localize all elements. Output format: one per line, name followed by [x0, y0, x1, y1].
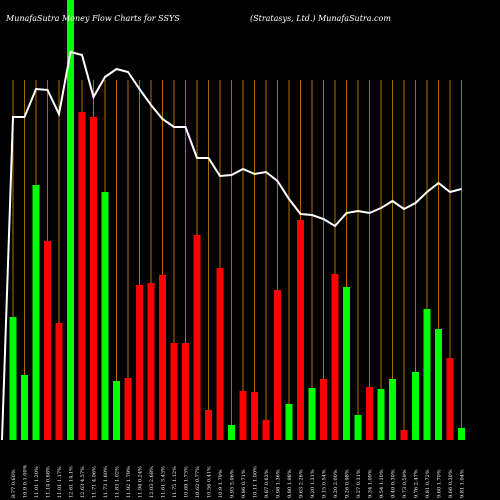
x-tick-label: 10.56 0.41% [207, 466, 213, 498]
x-tick-label: 10.11 1.00% [253, 466, 259, 498]
x-tick-label: 9.98 1.36% [276, 469, 282, 498]
bar [446, 358, 454, 440]
bar [343, 287, 350, 440]
bar [412, 372, 419, 440]
bar [193, 235, 201, 440]
bar [377, 389, 385, 440]
x-tick-label: 11.75 1.12% [172, 466, 178, 498]
x-tick-label: 9.86 0.71% [241, 469, 247, 498]
bar [159, 275, 166, 440]
bar [170, 343, 178, 440]
x-tick-label: 12.03 2.68% [149, 466, 155, 498]
x-tick-label: 9.26 0.98% [345, 469, 351, 498]
bar [366, 387, 373, 440]
x-tick-label: 11.83 1.02% [115, 466, 121, 498]
bar [205, 410, 212, 440]
x-tick-label: 9.27 0.31% [356, 469, 362, 498]
x-tick-label: 9.81 1.04% [460, 469, 466, 498]
bar [239, 391, 247, 440]
bars [9, 0, 465, 440]
x-tick-label: 11.14 0.68% [46, 466, 52, 498]
x-tick-label: 10.9 1.79% [218, 469, 224, 498]
x-tick-label: 11.71 4.06% [92, 466, 98, 498]
x-tick-label: 9.20 1.31% [310, 469, 316, 498]
x-tick-label: 9.81 0.72% [425, 469, 431, 498]
x-tick-label: 9.80 1.98% [287, 469, 293, 498]
bar [262, 420, 270, 440]
bar [67, 0, 74, 440]
bar [400, 430, 408, 440]
bar [21, 375, 28, 440]
bar [251, 392, 258, 440]
x-tick-label: 12.61 14.1% [69, 466, 75, 498]
bar [147, 283, 155, 440]
bar [113, 381, 120, 440]
bar [228, 425, 235, 440]
bar [297, 220, 304, 440]
bar [101, 192, 109, 440]
bar [124, 378, 132, 440]
x-tick-label: 9.34 1.09% [368, 469, 374, 498]
x-tick-label: 12.63 4.57% [80, 466, 86, 498]
bar [435, 329, 442, 440]
bar [274, 290, 281, 440]
bar [458, 428, 465, 440]
bar [285, 404, 293, 440]
chart-subtitle: (Stratasys, Ltd.) MunafaSutra.com [250, 14, 391, 23]
x-tick-label: 9.63 2.26% [299, 469, 305, 498]
bar [389, 379, 396, 440]
x-tick-label: 10.9 0.1.00% [23, 464, 29, 498]
bar [216, 268, 224, 440]
x-tick-label: 11.73 1.60% [103, 466, 109, 498]
x-tick-label: 9.60 1.70% [437, 469, 443, 498]
x-tick-label: 9.93 3.06% [230, 469, 236, 498]
bar [90, 117, 97, 440]
x-tick-label: 10.62 0.77% [195, 466, 201, 498]
x-tick-label: 11.01 1.20% [34, 466, 40, 498]
x-tick-label: 9.15 0.54% [322, 469, 328, 498]
x-labels: 8.77 0.60% 10.9 0.1.00% 11.01 1.20% 11.14 0… [11, 464, 466, 498]
x-tick-label: 9.20 2.00% [333, 469, 339, 498]
bar [55, 323, 63, 440]
bar [9, 317, 17, 440]
x-tick-label: 10.69 1.73% [184, 466, 190, 498]
x-tick-label: 11.01 1.17% [57, 466, 63, 498]
money-flow-line [1, 50, 462, 441]
bar [182, 343, 189, 440]
x-tick-label: 8.77 0.60% [11, 469, 17, 498]
bar [32, 185, 40, 440]
x-tick-label: 9.76 2.47% [414, 469, 420, 498]
x-tick-label: 11.92 1.79% [126, 466, 132, 498]
chart-title: MunafaSutra Money Flow Charts for SSYS [5, 14, 180, 23]
x-tick-label: 11.94 0.24% [138, 466, 144, 498]
bar [354, 415, 362, 440]
x-tick-label: 11.61 3.43% [161, 466, 167, 498]
bar [44, 241, 51, 440]
bar [320, 379, 327, 440]
x-tick-label: 9.54 1.10% [379, 469, 385, 498]
bar [136, 285, 143, 440]
bar [78, 112, 86, 440]
x-tick-label: 9.66 0.30% [448, 469, 454, 498]
bar [308, 388, 316, 440]
x-tick-label: 9.73 0.59% [402, 469, 408, 498]
bar [423, 309, 431, 440]
bar [331, 274, 339, 440]
x-tick-label: 9.40 0.30% [391, 469, 397, 498]
x-tick-label: 9.87 0.63% [264, 469, 270, 498]
